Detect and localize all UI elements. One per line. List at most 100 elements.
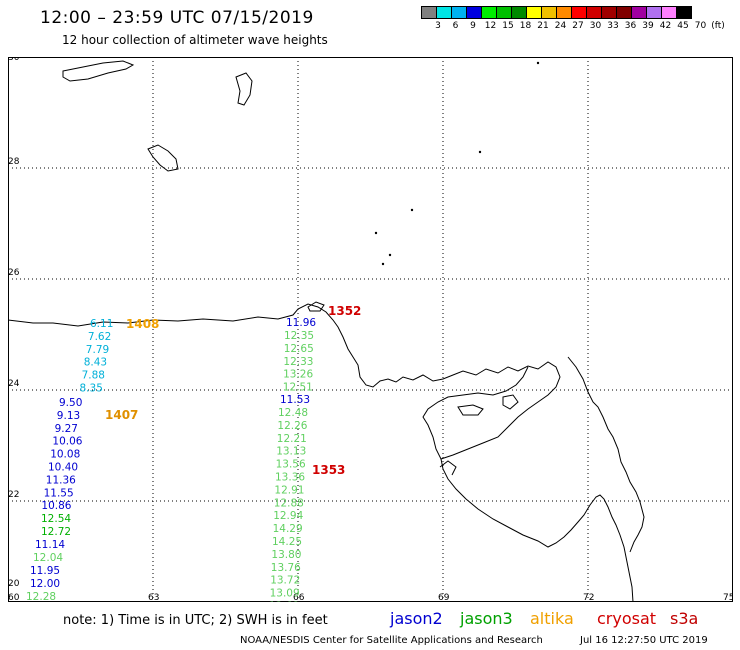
color-scale-label: 70 (694, 21, 707, 31)
satellite-legend-item: jason2 (390, 609, 443, 628)
wave-height-label: 7.62 (88, 331, 111, 343)
plot-frame (8, 57, 733, 602)
pass-time-label: 1407 (105, 408, 138, 422)
color-scale-cell (526, 6, 542, 19)
x-tick-label: 69 (438, 593, 450, 602)
wave-height-label: 13.68 (269, 601, 299, 603)
wave-height-label: 6.11 (90, 318, 113, 330)
wave-height-label: 13.72 (270, 575, 300, 587)
wave-height-label: 14.25 (272, 536, 302, 548)
satellite-legend-item: s3a (670, 609, 699, 628)
x-tick-label: 60 (8, 593, 20, 602)
wave-height-label: 14.29 (273, 523, 303, 535)
wave-height-label: 13.80 (271, 549, 301, 561)
color-scale-bar (421, 6, 692, 19)
coastline-mainland (8, 303, 561, 460)
color-scale-cell (556, 6, 572, 19)
wave-height-label: 10.86 (41, 500, 71, 512)
wave-height-label: 8.35 (80, 383, 103, 395)
pass-time-label: 1353 (312, 463, 345, 477)
color-scale-cell (676, 6, 692, 19)
wave-height-label: 11.55 (44, 487, 74, 499)
x-tick-label: 63 (148, 593, 159, 602)
color-scale-cell (436, 6, 452, 19)
wave-height-label: 12.72 (41, 526, 71, 538)
wave-height-label: 9.27 (55, 423, 78, 435)
island-4 (307, 301, 325, 312)
wave-height-labels: 6.117.627.798.437.888.359.509.139.2710.0… (26, 317, 316, 602)
color-scale-label: 12 (484, 21, 497, 31)
wave-height-label: 12.51 (283, 382, 313, 394)
color-scale-cell (421, 6, 437, 19)
wave-height-label: 13.76 (271, 562, 301, 574)
color-scale-label: 21 (537, 21, 549, 31)
color-scale-cell (451, 6, 467, 19)
satellite-legend-item: jason3 (460, 609, 513, 628)
island-dots (374, 61, 540, 266)
color-scale-label: 9 (470, 21, 476, 31)
pass-time-label: 1352 (328, 304, 361, 318)
wave-height-label: 11.96 (286, 317, 316, 329)
wave-height-label: 12.21 (277, 433, 307, 445)
lake-1 (457, 404, 484, 416)
color-scale-label: 39 (642, 21, 654, 31)
color-scale-label: 6 (452, 21, 459, 31)
color-scale-label: 30 (589, 21, 602, 31)
color-scale-label: 36 (624, 21, 637, 31)
wave-height-label: 12.04 (33, 552, 63, 564)
page-subtitle: 12 hour collection of altimeter wave hei… (62, 33, 328, 47)
y-tick-label: 26 (8, 268, 20, 278)
wave-height-label: 10.08 (50, 449, 80, 461)
color-scale-cell (496, 6, 512, 19)
coastline-peninsula (440, 458, 634, 602)
y-tick-label: 22 (8, 490, 19, 500)
color-scale-label: 18 (519, 21, 532, 31)
map-gridlines (8, 57, 733, 602)
map-plot: 60 63 66 69 72 75 30 28 26 24 22 20 6.117.627.798.4… (8, 57, 733, 602)
y-tick-label: 28 (8, 157, 20, 167)
coast-fragment (439, 460, 457, 476)
credit-line: NOAA/NESDIS Center for Satellite Applica… (240, 635, 543, 646)
wave-height-label: 10.06 (52, 436, 82, 448)
wave-height-label: 13.56 (276, 459, 306, 471)
wave-height-label: 12.91 (274, 484, 304, 496)
y-tick-label: 30 (8, 57, 20, 63)
color-scale-cell (616, 6, 632, 19)
color-scale-cell (541, 6, 557, 19)
color-scale-label: 3 (435, 21, 441, 31)
color-scale-label: 33 (607, 21, 619, 31)
pass-time-labels: 1408 1407 1352 1353 (105, 304, 361, 477)
wave-height-label: 8.43 (84, 357, 107, 369)
wave-height-label: 13.36 (275, 472, 305, 484)
wave-height-label: 13.09 (270, 588, 300, 600)
color-scale-label: 45 (677, 21, 689, 31)
wave-height-label: 12.35 (284, 330, 314, 342)
pass-time-label: 1408 (126, 317, 159, 331)
satellite-legend-item: altika (530, 609, 574, 628)
wave-height-label: 12.26 (277, 420, 307, 432)
wave-height-label: 9.50 (59, 397, 82, 409)
x-tick-label: 72 (583, 593, 594, 602)
x-tick-label: 75 (723, 593, 733, 602)
wave-height-label: 12.88 (274, 497, 304, 509)
color-scale-cell (631, 6, 647, 19)
y-tick-label: 24 (8, 379, 20, 389)
satellite-legend-item: cryosat (597, 609, 657, 628)
color-scale-label: 24 (554, 21, 567, 31)
wave-height-label: 9.13 (57, 410, 80, 422)
color-scale-label: 27 (572, 21, 584, 31)
color-scale-cell (646, 6, 662, 19)
wave-height-label: 11.53 (280, 394, 310, 406)
wave-height-label: 7.79 (86, 344, 109, 356)
color-scale-label: 15 (502, 21, 514, 31)
wave-height-label: 12.00 (30, 578, 60, 590)
y-tick-label: 20 (8, 579, 20, 589)
generated-timestamp: Jul 16 12:27:50 UTC 2019 (580, 635, 708, 646)
color-scale-cell (466, 6, 482, 19)
color-scale-labels: 3 6 9 12 15 18 21 24 27 30 33 36 39 42 45 70 (ft) (422, 21, 740, 33)
wave-height-label: 13.26 (283, 369, 313, 381)
x-tick-label: 66 (293, 593, 305, 602)
color-scale-cell (511, 6, 527, 19)
wave-height-label: 12.94 (273, 510, 303, 522)
wave-height-label: 11.36 (46, 474, 76, 486)
